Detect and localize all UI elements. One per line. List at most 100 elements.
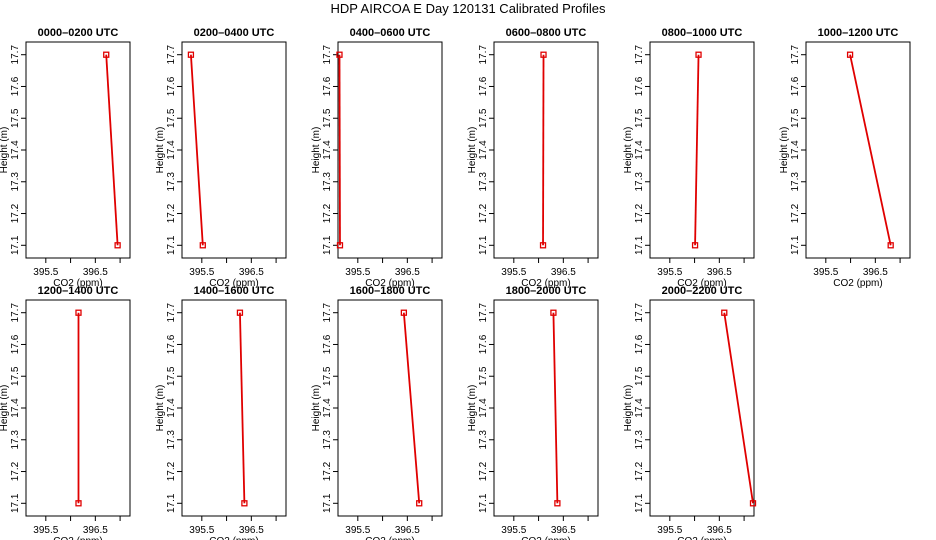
y-tick-label: 17.2 — [322, 461, 333, 481]
x-tick-label: 396.5 — [83, 267, 108, 278]
y-tick-label: 17.7 — [10, 45, 21, 65]
x-tick-label: 395.5 — [501, 267, 526, 278]
y-axis-label: Height (m) — [311, 385, 322, 432]
y-axis-label: Height (m) — [155, 385, 166, 432]
panel-title: 1800–2000 UTC — [506, 285, 587, 297]
data-point — [691, 242, 699, 249]
x-axis-label: CO2 (ppm) — [677, 536, 726, 540]
x-axis-label: CO2 (ppm) — [833, 278, 882, 289]
y-tick-label: 17.5 — [634, 366, 645, 386]
y-tick-label: 17.6 — [790, 76, 801, 96]
y-tick-label: 17.5 — [166, 108, 177, 128]
panel-title: 0200–0400 UTC — [194, 27, 275, 39]
y-tick-label: 17.6 — [634, 76, 645, 96]
y-tick-label: 17.7 — [10, 303, 21, 323]
y-tick-label: 17.7 — [790, 45, 801, 65]
data-point — [103, 51, 110, 58]
x-axis-label: CO2 (ppm) — [53, 278, 102, 289]
y-tick-label: 17.1 — [478, 493, 489, 513]
y-tick-label: 17.5 — [478, 366, 489, 386]
x-tick-label: 396.5 — [239, 525, 264, 536]
x-tick-label: 395.5 — [501, 525, 526, 536]
panel-title: 2000–2200 UTC — [662, 285, 743, 297]
y-tick-label: 17.1 — [10, 235, 21, 255]
plot-frame — [25, 41, 131, 259]
x-axis-label: CO2 (ppm) — [209, 278, 258, 289]
y-tick-label: 17.7 — [634, 303, 645, 323]
y-tick-label: 17.1 — [166, 235, 177, 255]
y-tick-label: 17.7 — [166, 45, 177, 65]
y-tick-label: 17.3 — [478, 172, 489, 192]
y-tick-label: 17.7 — [166, 303, 177, 323]
profile-line — [190, 54, 204, 246]
y-tick-label: 17.1 — [166, 493, 177, 513]
y-tick-label: 17.7 — [322, 303, 333, 323]
y-axis-label: Height (m) — [467, 127, 478, 174]
data-point — [695, 51, 702, 58]
data-point — [114, 242, 121, 249]
panel-title: 0600–0800 UTC — [506, 27, 587, 39]
panel-title: 0400–0600 UTC — [350, 27, 431, 39]
y-tick-label: 17.1 — [322, 235, 333, 255]
y-tick-label: 17.3 — [322, 172, 333, 192]
y-tick-label: 17.5 — [322, 108, 333, 128]
y-tick-label: 17.6 — [322, 76, 333, 96]
y-axis-label: Height (m) — [623, 385, 634, 432]
data-point — [887, 242, 894, 249]
y-tick-label: 17.5 — [166, 366, 177, 386]
x-tick-label: 396.5 — [83, 525, 108, 536]
y-tick-label: 17.5 — [10, 108, 21, 128]
y-tick-label: 17.5 — [322, 366, 333, 386]
y-tick-label: 17.2 — [478, 203, 489, 223]
profile-line — [402, 312, 421, 504]
panel-title: 1600–1800 UTC — [350, 285, 431, 297]
y-tick-label: 17.4 — [166, 398, 177, 418]
y-tick-label: 17.3 — [166, 172, 177, 192]
data-point — [199, 242, 206, 249]
data-point — [416, 500, 423, 507]
y-tick-label: 17.7 — [478, 45, 489, 65]
profile-line — [239, 312, 246, 504]
data-point — [236, 309, 244, 316]
plot-frame — [337, 41, 443, 259]
x-tick-label: 396.5 — [395, 267, 420, 278]
data-point — [241, 500, 248, 507]
y-tick-label: 17.3 — [634, 430, 645, 450]
y-tick-label: 17.1 — [478, 235, 489, 255]
y-tick-label: 17.7 — [634, 45, 645, 65]
y-tick-label: 17.2 — [166, 461, 177, 481]
x-axis-label: CO2 (ppm) — [209, 536, 258, 540]
data-point — [187, 51, 195, 58]
x-tick-label: 396.5 — [551, 525, 576, 536]
y-tick-label: 17.1 — [790, 235, 801, 255]
main-title: HDP AIRCOA E Day 120131 Calibrated Profi… — [330, 1, 606, 16]
y-tick-label: 17.7 — [322, 45, 333, 65]
y-axis-label: Height (m) — [0, 385, 10, 432]
y-tick-label: 17.5 — [790, 108, 801, 128]
y-tick-label: 17.2 — [634, 461, 645, 481]
y-tick-label: 17.3 — [790, 172, 801, 192]
y-tick-label: 17.1 — [10, 493, 21, 513]
y-tick-label: 17.4 — [322, 398, 333, 418]
panel-title: 0800–1000 UTC — [662, 27, 743, 39]
x-tick-label: 396.5 — [863, 267, 888, 278]
y-tick-label: 17.4 — [478, 140, 489, 160]
x-tick-label: 395.5 — [189, 267, 214, 278]
data-point — [75, 309, 82, 316]
profile-line — [694, 54, 700, 246]
profile-line — [105, 54, 119, 246]
y-tick-label: 17.6 — [166, 334, 177, 354]
y-tick-label: 17.3 — [478, 430, 489, 450]
x-tick-label: 395.5 — [813, 267, 838, 278]
plot-frame — [649, 41, 755, 259]
plot-frame — [493, 299, 599, 517]
data-point — [540, 51, 547, 58]
y-tick-label: 17.3 — [166, 430, 177, 450]
y-tick-label: 17.6 — [322, 334, 333, 354]
